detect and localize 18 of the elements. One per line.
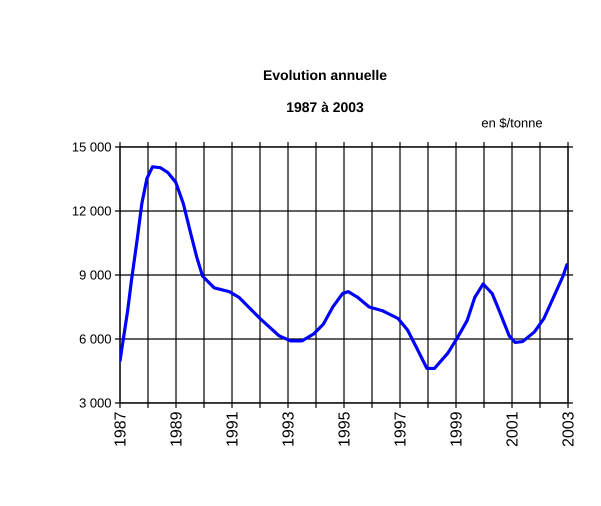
x-tick-label: 1997 (394, 412, 406, 446)
chart-subtitle: 1987 à 2003 (287, 102, 364, 112)
chart-title: Evolution annuelle (264, 70, 387, 80)
y-tick-label: 6 000 (80, 334, 111, 344)
x-tick-label: 2003 (562, 412, 574, 446)
x-tick-label: 1991 (226, 412, 238, 446)
x-tick-label: 1987 (114, 412, 126, 446)
x-tick-label: 1995 (338, 412, 350, 446)
line-series (120, 165, 568, 370)
text: en $/tonne (482, 118, 542, 128)
y-tick-label: 9 000 (80, 270, 111, 280)
x-tick-label: 1999 (450, 412, 462, 446)
x-tick-label: 2001 (506, 412, 518, 446)
x-tick-label: 1993 (282, 412, 294, 446)
y-tick-label: 3 000 (80, 398, 111, 408)
x-tick-label: 1989 (170, 412, 182, 446)
y-tick-label: 15 000 (72, 142, 111, 152)
y-tick-label: 12 000 (72, 206, 111, 216)
